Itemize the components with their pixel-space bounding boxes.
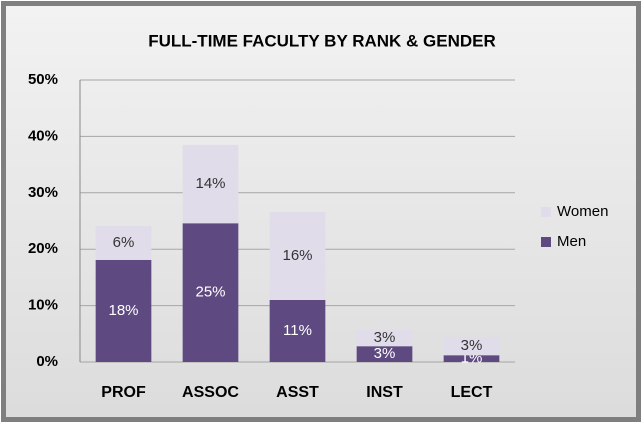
y-tick-label: 20% — [28, 240, 58, 257]
x-tick-label: INST — [366, 384, 403, 401]
bar-segment — [269, 299, 326, 362]
data-label: 6% — [113, 234, 135, 251]
bar-segment — [269, 211, 326, 300]
x-tick-label: PROF — [101, 384, 146, 401]
data-label: 18% — [108, 302, 138, 319]
bar-segment — [95, 226, 152, 260]
bar-segment — [182, 144, 239, 224]
data-label: 3% — [461, 337, 483, 354]
bar-segment — [356, 346, 413, 362]
legend-label: Women — [557, 203, 608, 220]
legend-label: Men — [557, 233, 586, 250]
data-label: 3% — [374, 345, 396, 362]
y-tick-label: 10% — [28, 297, 58, 314]
x-tick-label: ASSOC — [182, 384, 239, 401]
chart-title: FULL-TIME FACULTY BY RANK & GENDER — [148, 31, 496, 50]
legend-swatch — [541, 237, 551, 247]
y-tick-label: 0% — [36, 353, 58, 370]
x-tick-label: ASST — [276, 384, 319, 401]
legend-swatch — [541, 207, 551, 217]
y-tick-label: 30% — [28, 184, 58, 201]
data-label: 25% — [195, 284, 225, 301]
y-tick-label: 40% — [28, 127, 58, 144]
data-label: 3% — [374, 329, 396, 346]
bar-segment — [443, 355, 500, 362]
bar-segment — [95, 259, 152, 362]
bar-segment — [356, 329, 413, 347]
y-tick-label: 50% — [28, 71, 58, 88]
x-tick-label: LECT — [451, 384, 493, 401]
bar-segment — [443, 337, 500, 356]
bar-segment — [182, 223, 239, 362]
data-label: 16% — [282, 247, 312, 264]
data-label: 11% — [283, 322, 312, 339]
data-label: 14% — [195, 175, 225, 192]
